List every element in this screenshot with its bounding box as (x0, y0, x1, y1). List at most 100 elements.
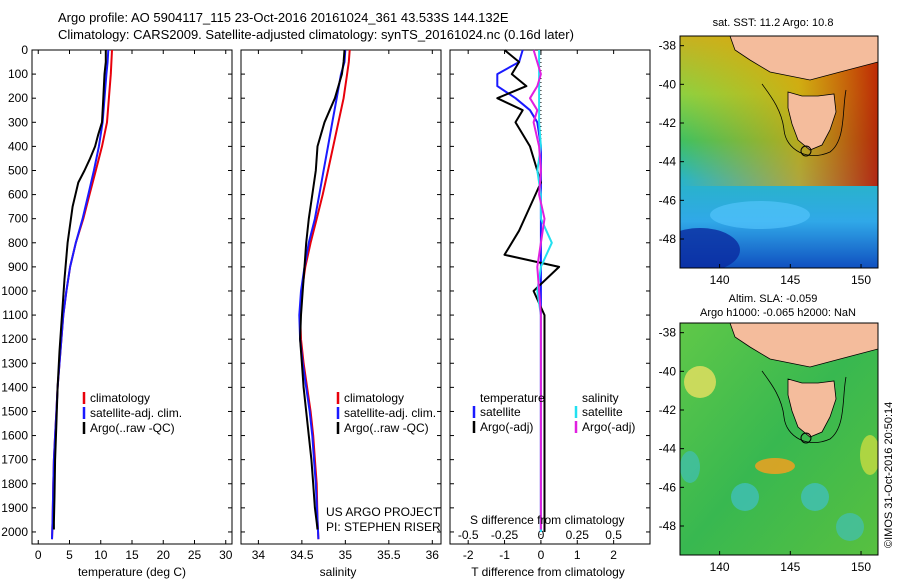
map-x-tick-label: 150 (851, 273, 871, 287)
legend-label-climatology: climatology (344, 391, 404, 405)
sst-map-frame (679, 35, 879, 269)
y-tick-label: 1200 (1, 332, 28, 346)
temperature-xlabel: temperature (deg C) (78, 565, 186, 579)
salinity-xlabel: salinity (320, 565, 357, 579)
y-tick-label: 900 (8, 260, 28, 274)
top-tick-label: -0.5 (458, 528, 479, 542)
series-line-sal_argo (529, 49, 546, 530)
x-tick-label: 25 (188, 548, 202, 562)
legend-label-argo: Argo(..raw -QC) (344, 421, 429, 435)
legend-label-satellite: satellite-adj. clim. (344, 406, 436, 420)
y-tick-label: 1500 (1, 404, 28, 418)
y-tick-label: 200 (8, 91, 28, 105)
x-tick-label: 1 (574, 548, 581, 562)
series-layer (51, 49, 561, 540)
x-tick-label: 0 (538, 548, 545, 562)
map-y-tick-label: -40 (659, 364, 677, 378)
y-tick-label: 2000 (1, 525, 28, 539)
sla-high-patch (755, 458, 795, 474)
difference-xlabel: T difference from climatology (471, 565, 625, 579)
series-line-argo (496, 49, 561, 532)
sla-low-patch (836, 513, 864, 541)
tasmania-land (787, 378, 837, 438)
y-tick-label: 1800 (1, 477, 28, 491)
x-tick-label: 0 (35, 548, 42, 562)
salinity-legend: climatology satellite-adj. clim. Argo(..… (326, 391, 441, 534)
y-tick-label: 1700 (1, 453, 28, 467)
y-tick-label: 500 (8, 163, 28, 177)
x-tick-label: 5 (66, 548, 73, 562)
map-y-tick-label: -48 (659, 232, 677, 246)
legend-label-climatology: climatology (90, 391, 150, 405)
map-y-tick-label: -42 (659, 403, 677, 417)
y-tick-label: 1400 (1, 380, 28, 394)
sla-high-patch (860, 435, 878, 475)
legend-label-argo: Argo(..raw -QC) (90, 421, 175, 435)
y-tick-label: 300 (8, 115, 28, 129)
salinity-plot-frame (240, 49, 442, 545)
map-y-tick-label: -42 (659, 116, 677, 130)
x-tick-label: 35 (339, 548, 353, 562)
x-tick-label: 35.5 (377, 548, 401, 562)
x-tick-label: 34.5 (290, 548, 314, 562)
sla-high-patch (684, 366, 716, 398)
header-line-2: Climatology: CARS2009. Satellite-adjuste… (58, 27, 574, 42)
map-x-tick-label: 150 (851, 560, 871, 574)
top-tick-label: 0.25 (566, 528, 590, 542)
sst-map: sat. SST: 11.2 Argo: 10.8 (679, 17, 879, 269)
series-line-satellite (51, 49, 110, 540)
temperature-legend: climatology satellite-adj. clim. Argo(..… (82, 391, 182, 435)
y-tick-label: 1100 (2, 308, 28, 322)
shelf-contour (761, 83, 847, 156)
difference-legend: temperature satellite Argo(-adj) salinit… (470, 391, 635, 527)
x-tick-label: -2 (463, 548, 474, 562)
header-line-1: Argo profile: AO 5904117_115 23-Oct-2016… (58, 10, 509, 25)
sst-cold-patch (680, 228, 740, 268)
top-tick-label: -0.25 (491, 528, 519, 542)
y-tick-label: 800 (8, 236, 28, 250)
map-x-tick-label: 145 (780, 560, 800, 574)
legend-label-s-satellite: satellite (582, 405, 623, 419)
sla-map-subtitle: Argo h1000: -0.065 h2000: NaN (700, 307, 856, 319)
y-tick-label: 0 (21, 43, 28, 57)
argo-location-marker (800, 145, 812, 157)
map-x-tick-label: 140 (710, 273, 730, 287)
series-line-argo (299, 49, 346, 530)
s-difference-label: S difference from climatology (470, 513, 625, 527)
tasmania-land (787, 91, 837, 151)
sla-map-title: Altim. SLA: -0.059 (729, 293, 818, 305)
y-tick-label: 600 (8, 188, 28, 202)
legend-label-t-satellite: satellite (480, 405, 521, 419)
sla-low-patch (731, 483, 759, 511)
axes-layer: 0 5 10 15 20 25 300100200300400500600700800900… (1, 43, 650, 562)
difference-plot-frame (449, 49, 651, 545)
sla-map-frame (679, 322, 879, 556)
map-y-tick-label: -38 (659, 326, 677, 340)
legend-label-s-argo: Argo(-adj) (582, 420, 635, 434)
y-tick-label: 1900 (1, 501, 28, 515)
x-tick-label: 36 (426, 548, 440, 562)
map-y-tick-label: -40 (659, 77, 677, 91)
sla-map: Altim. SLA: -0.059 Argo h1000: -0.065 h2… (679, 293, 879, 556)
map-x-tick-label: 140 (710, 560, 730, 574)
y-tick-label: 1000 (1, 284, 28, 298)
sla-low-patch (680, 451, 700, 483)
x-tick-label: 34 (252, 548, 266, 562)
map-y-tick-label: -46 (659, 193, 677, 207)
map-axes: -38 -40 -42 -44 -46 -48 140 145 150 -38 -40 -42 -44 -… (659, 39, 872, 574)
legend-label-t-argo: Argo(-adj) (480, 420, 533, 434)
shelf-contour (761, 370, 847, 443)
y-tick-label: 100 (8, 67, 28, 81)
sst-map-title: sat. SST: 11.2 Argo: 10.8 (713, 17, 834, 29)
top-tick-label: 0.5 (605, 528, 622, 542)
pi-annotation: PI: STEPHEN RISER (326, 520, 441, 534)
x-tick-label: 15 (125, 548, 139, 562)
map-x-tick-label: 145 (780, 273, 800, 287)
sst-cool-patch (710, 201, 810, 229)
map-y-tick-label: -44 (659, 442, 677, 456)
map-y-tick-label: -46 (659, 480, 677, 494)
legend-label-satellite: satellite-adj. clim. (90, 406, 182, 420)
x-tick-label: 20 (157, 548, 171, 562)
argo-location-marker (800, 432, 812, 444)
